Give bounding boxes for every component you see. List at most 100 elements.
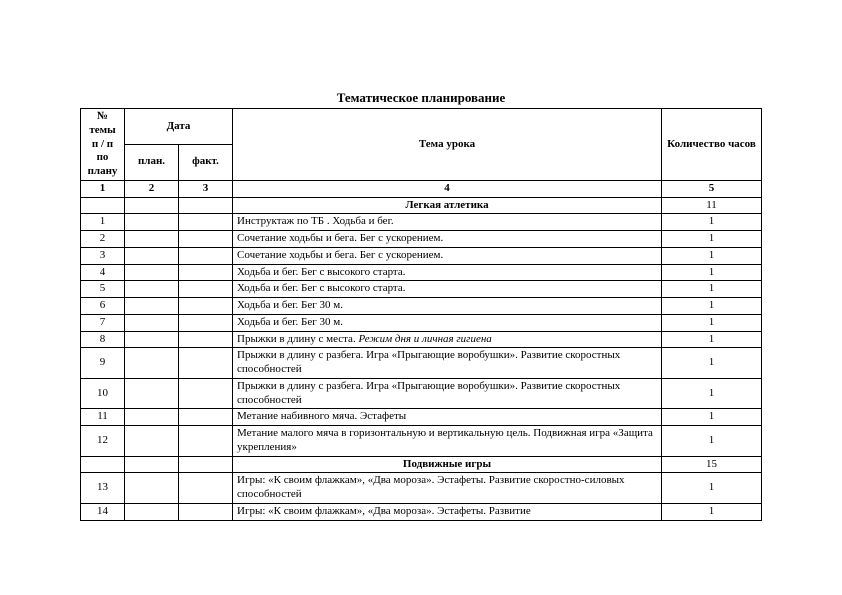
cell-topic: Прыжки в длину с места. Режим дня и личн… — [233, 331, 662, 348]
cell-fact — [179, 503, 233, 520]
cell-fact — [179, 456, 233, 473]
table-row: 7Ходьба и бег. Бег 30 м.1 — [81, 314, 762, 331]
table-row: 10 Прыжки в длину с разбега. Игра «Прыгаю… — [81, 378, 762, 409]
cell-num: 1 — [81, 214, 125, 231]
cell-fact — [179, 378, 233, 409]
cell-num: 13 — [81, 473, 125, 504]
cell-hours: 1 — [662, 331, 762, 348]
cell-fact — [179, 473, 233, 504]
colnum-5: 5 — [662, 180, 762, 197]
cell-topic: Ходьба и бег. Бег с высокого старта. — [233, 264, 662, 281]
cell-num — [81, 197, 125, 214]
colnum-2: 2 — [125, 180, 179, 197]
cell-plan — [125, 331, 179, 348]
cell-hours: 1 — [662, 378, 762, 409]
cell-fact — [179, 314, 233, 331]
cell-num: 2 — [81, 231, 125, 248]
cell-hours: 1 — [662, 426, 762, 457]
table-row: Подвижные игры15 — [81, 456, 762, 473]
cell-hours: 1 — [662, 264, 762, 281]
table-row: 14 Игры: «К своим флажкам», «Два мороза».… — [81, 503, 762, 520]
cell-fact — [179, 264, 233, 281]
curriculum-table: № темы п / п по плану Дата Тема урока Ко… — [80, 108, 762, 521]
colnum-4: 4 — [233, 180, 662, 197]
cell-plan — [125, 378, 179, 409]
cell-hours: 1 — [662, 247, 762, 264]
cell-plan — [125, 281, 179, 298]
cell-num: 3 — [81, 247, 125, 264]
cell-topic: Инструктаж по ТБ . Ходьба и бег. — [233, 214, 662, 231]
cell-num — [81, 456, 125, 473]
cell-hours: 1 — [662, 503, 762, 520]
cell-hours: 1 — [662, 298, 762, 315]
cell-topic: Прыжки в длину с разбега. Игра «Прыгающи… — [233, 378, 662, 409]
cell-plan — [125, 231, 179, 248]
colnum-1: 1 — [81, 180, 125, 197]
table-colnum-row: 1 2 3 4 5 — [81, 180, 762, 197]
cell-fact — [179, 197, 233, 214]
cell-plan — [125, 426, 179, 457]
cell-topic: Метание малого мяча в горизонтальную и в… — [233, 426, 662, 457]
cell-fact — [179, 247, 233, 264]
cell-plan — [125, 298, 179, 315]
cell-plan — [125, 503, 179, 520]
cell-topic: Прыжки в длину с разбега. Игра «Прыгающи… — [233, 348, 662, 379]
cell-fact — [179, 214, 233, 231]
section-title: Легкая атлетика — [233, 197, 662, 214]
table-row: 11 Метание набивного мяча. Эстафеты1 — [81, 409, 762, 426]
table-row: 4 Ходьба и бег. Бег с высокого старта.1 — [81, 264, 762, 281]
cell-topic: Ходьба и бег. Бег 30 м. — [233, 298, 662, 315]
cell-hours: 1 — [662, 348, 762, 379]
cell-plan — [125, 197, 179, 214]
cell-hours: 1 — [662, 281, 762, 298]
cell-num: 11 — [81, 409, 125, 426]
cell-fact — [179, 331, 233, 348]
cell-fact — [179, 231, 233, 248]
cell-num: 5 — [81, 281, 125, 298]
page: Тематическое планирование № темы п / п п… — [0, 0, 842, 595]
cell-hours: 1 — [662, 409, 762, 426]
cell-plan — [125, 264, 179, 281]
cell-num: 6 — [81, 298, 125, 315]
table-row: 8 Прыжки в длину с места. Режим дня и лич… — [81, 331, 762, 348]
cell-topic: Игры: «К своим флажкам», «Два мороза». Э… — [233, 473, 662, 504]
cell-num: 12 — [81, 426, 125, 457]
cell-fact — [179, 281, 233, 298]
cell-fact — [179, 348, 233, 379]
cell-num: 4 — [81, 264, 125, 281]
cell-plan — [125, 314, 179, 331]
table-row: 9Прыжки в длину с разбега. Игра «Прыгающ… — [81, 348, 762, 379]
table-row: Легкая атлетика11 — [81, 197, 762, 214]
cell-plan — [125, 348, 179, 379]
cell-plan — [125, 473, 179, 504]
table-row: 3Сочетание ходьбы и бега. Бег с ускорени… — [81, 247, 762, 264]
cell-hours: 1 — [662, 214, 762, 231]
cell-hours: 15 — [662, 456, 762, 473]
cell-hours: 1 — [662, 231, 762, 248]
header-plan: план. — [125, 144, 179, 180]
cell-hours: 11 — [662, 197, 762, 214]
cell-topic: Метание набивного мяча. Эстафеты — [233, 409, 662, 426]
cell-fact — [179, 298, 233, 315]
table-row: 5Ходьба и бег. Бег с высокого старта.1 — [81, 281, 762, 298]
topic-italic: Режим дня и личная гигиена — [358, 333, 491, 345]
cell-num: 10 — [81, 378, 125, 409]
table-row: 2 Сочетание ходьбы и бега. Бег с ускорени… — [81, 231, 762, 248]
cell-num: 14 — [81, 503, 125, 520]
table-row: 13 Игры: «К своим флажкам», «Два мороза».… — [81, 473, 762, 504]
cell-hours: 1 — [662, 314, 762, 331]
header-fact: факт. — [179, 144, 233, 180]
cell-topic: Сочетание ходьбы и бега. Бег с ускорение… — [233, 231, 662, 248]
topic-text: Прыжки в длину с места. — [237, 333, 358, 345]
page-title: Тематическое планирование — [80, 90, 762, 106]
cell-plan — [125, 247, 179, 264]
cell-topic: Ходьба и бег. Бег 30 м. — [233, 314, 662, 331]
section-title: Подвижные игры — [233, 456, 662, 473]
cell-plan — [125, 456, 179, 473]
cell-num: 8 — [81, 331, 125, 348]
table-row: 6 Ходьба и бег. Бег 30 м.1 — [81, 298, 762, 315]
cell-fact — [179, 426, 233, 457]
table-row: 1Инструктаж по ТБ . Ходьба и бег.1 — [81, 214, 762, 231]
cell-topic: Игры: «К своим флажкам», «Два мороза». Э… — [233, 503, 662, 520]
header-topic: Тема урока — [233, 109, 662, 181]
